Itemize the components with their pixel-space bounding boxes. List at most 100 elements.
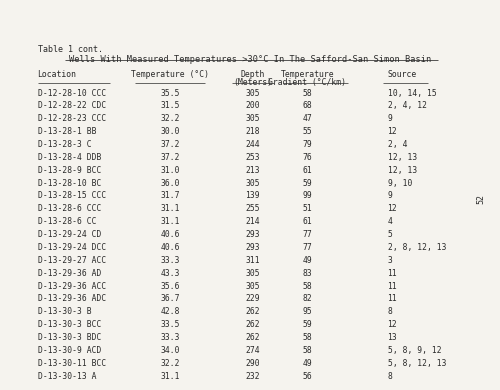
Text: 83: 83	[302, 269, 312, 278]
Text: 11: 11	[388, 269, 397, 278]
Text: 31.1: 31.1	[160, 372, 180, 381]
Text: 213: 213	[245, 166, 260, 175]
Text: 305: 305	[245, 269, 260, 278]
Text: 47: 47	[302, 114, 312, 123]
Text: 3: 3	[388, 256, 392, 265]
Text: 76: 76	[302, 153, 312, 162]
Text: (Meters): (Meters)	[233, 78, 272, 87]
Text: D-13-28-6 CC: D-13-28-6 CC	[38, 217, 96, 226]
Text: 12: 12	[388, 320, 397, 329]
Text: 218: 218	[245, 127, 260, 136]
Text: 31.1: 31.1	[160, 204, 180, 213]
Text: 68: 68	[302, 101, 312, 110]
Text: Temperature: Temperature	[280, 70, 334, 79]
Text: 274: 274	[245, 346, 260, 355]
Text: 37.2: 37.2	[160, 153, 180, 162]
Text: 255: 255	[245, 204, 260, 213]
Text: D-13-29-27 ACC: D-13-29-27 ACC	[38, 256, 106, 265]
Text: 36.0: 36.0	[160, 179, 180, 188]
Text: Temperature (°C): Temperature (°C)	[131, 70, 209, 79]
Text: 2, 4: 2, 4	[388, 140, 407, 149]
Text: D-13-29-24 CD: D-13-29-24 CD	[38, 230, 101, 239]
Text: D-13-29-24 DCC: D-13-29-24 DCC	[38, 243, 106, 252]
Text: D-13-28-15 CCC: D-13-28-15 CCC	[38, 191, 106, 200]
Text: 58: 58	[302, 282, 312, 291]
Text: 8: 8	[388, 372, 392, 381]
Text: 305: 305	[245, 89, 260, 98]
Text: D-13-28-9 BCC: D-13-28-9 BCC	[38, 166, 101, 175]
Text: 30.0: 30.0	[160, 127, 180, 136]
Text: 293: 293	[245, 230, 260, 239]
Text: 77: 77	[302, 243, 312, 252]
Text: 5: 5	[388, 230, 392, 239]
Text: D-12-28-10 CCC: D-12-28-10 CCC	[38, 89, 106, 98]
Text: 35.6: 35.6	[160, 282, 180, 291]
Text: 214: 214	[245, 217, 260, 226]
Text: 40.6: 40.6	[160, 230, 180, 239]
Text: 2, 8, 12, 13: 2, 8, 12, 13	[388, 243, 446, 252]
Text: 139: 139	[245, 191, 260, 200]
Text: 52: 52	[476, 194, 486, 204]
Text: 55: 55	[302, 127, 312, 136]
Text: D-13-28-3 C: D-13-28-3 C	[38, 140, 91, 149]
Text: 59: 59	[302, 320, 312, 329]
Text: D-13-30-11 BCC: D-13-30-11 BCC	[38, 359, 106, 368]
Text: 262: 262	[245, 320, 260, 329]
Text: 12: 12	[388, 127, 397, 136]
Text: D-13-30-9 ACD: D-13-30-9 ACD	[38, 346, 101, 355]
Text: D-13-29-36 AD: D-13-29-36 AD	[38, 269, 101, 278]
Text: Location: Location	[38, 70, 76, 79]
Text: 244: 244	[245, 140, 260, 149]
Text: 40.6: 40.6	[160, 243, 180, 252]
Text: D-13-28-6 CCC: D-13-28-6 CCC	[38, 204, 101, 213]
Text: Table 1 cont.: Table 1 cont.	[38, 45, 102, 54]
Text: 58: 58	[302, 89, 312, 98]
Text: 42.8: 42.8	[160, 307, 180, 316]
Text: 5, 8, 9, 12: 5, 8, 9, 12	[388, 346, 441, 355]
Text: 79: 79	[302, 140, 312, 149]
Text: 31.7: 31.7	[160, 191, 180, 200]
Text: Source: Source	[388, 70, 417, 79]
Text: 58: 58	[302, 333, 312, 342]
Text: 305: 305	[245, 282, 260, 291]
Text: 305: 305	[245, 114, 260, 123]
Text: D-13-28-1 BB: D-13-28-1 BB	[38, 127, 96, 136]
Text: 253: 253	[245, 153, 260, 162]
Text: 12, 13: 12, 13	[388, 166, 417, 175]
Text: 58: 58	[302, 346, 312, 355]
Text: 9: 9	[388, 114, 392, 123]
Text: 82: 82	[302, 294, 312, 303]
Text: 36.7: 36.7	[160, 294, 180, 303]
Text: D-13-30-3 BCC: D-13-30-3 BCC	[38, 320, 101, 329]
Text: 61: 61	[302, 217, 312, 226]
Text: D-13-30-13 A: D-13-30-13 A	[38, 372, 96, 381]
Text: 49: 49	[302, 359, 312, 368]
Text: 11: 11	[388, 294, 397, 303]
Text: 49: 49	[302, 256, 312, 265]
Text: 5, 8, 12, 13: 5, 8, 12, 13	[388, 359, 446, 368]
Text: 34.0: 34.0	[160, 346, 180, 355]
Text: 33.3: 33.3	[160, 256, 180, 265]
Text: D-13-30-3 B: D-13-30-3 B	[38, 307, 91, 316]
Text: Gradient (°C/km): Gradient (°C/km)	[268, 78, 346, 87]
Text: 232: 232	[245, 372, 260, 381]
Text: 31.0: 31.0	[160, 166, 180, 175]
Text: 59: 59	[302, 179, 312, 188]
Text: Depth: Depth	[240, 70, 264, 79]
Text: 9: 9	[388, 191, 392, 200]
Text: 77: 77	[302, 230, 312, 239]
Text: D-13-29-36 ACC: D-13-29-36 ACC	[38, 282, 106, 291]
Text: 290: 290	[245, 359, 260, 368]
Text: D-12-28-23 CCC: D-12-28-23 CCC	[38, 114, 106, 123]
Text: 31.5: 31.5	[160, 101, 180, 110]
Text: D-13-30-3 BDC: D-13-30-3 BDC	[38, 333, 101, 342]
Text: Wells With Measured Temperatures >30°C In The Safford-San Simon Basin: Wells With Measured Temperatures >30°C I…	[69, 55, 431, 64]
Text: 229: 229	[245, 294, 260, 303]
Text: 51: 51	[302, 204, 312, 213]
Text: 10, 14, 15: 10, 14, 15	[388, 89, 436, 98]
Text: 95: 95	[302, 307, 312, 316]
Text: 262: 262	[245, 307, 260, 316]
Text: 43.3: 43.3	[160, 269, 180, 278]
Text: 33.5: 33.5	[160, 320, 180, 329]
Text: D-12-28-22 CDC: D-12-28-22 CDC	[38, 101, 106, 110]
